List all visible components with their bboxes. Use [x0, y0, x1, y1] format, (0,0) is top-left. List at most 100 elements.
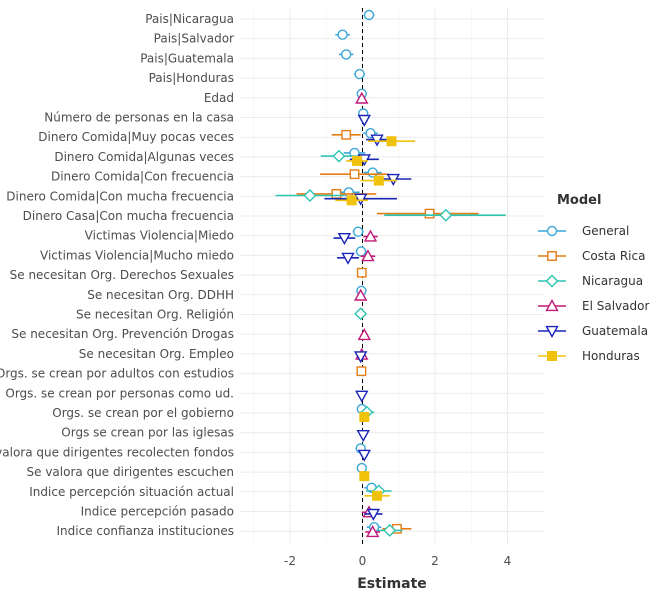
y-axis-label: Indice percepción pasado — [81, 505, 234, 519]
point-estimate — [349, 169, 360, 180]
point-estimate — [359, 471, 370, 482]
series-guatemala — [324, 114, 412, 521]
y-axis-label: Se necesitan Org. DDHH — [87, 288, 234, 302]
legend: Model General Costa Rica Nicaragua El Salva… — [538, 193, 649, 363]
point-estimate — [337, 232, 352, 246]
x-axis-tick-label: 0 — [359, 554, 367, 568]
y-axis-label: Se valora que dirigentes escuchen — [27, 465, 234, 479]
legend-item: Guatemala — [538, 324, 648, 338]
y-axis-labels: Pais|Nicaragua Pais|Salvador Pais|Guatemal… — [0, 12, 234, 538]
x-axis-title: Estimate — [357, 576, 427, 592]
point-estimate — [355, 246, 367, 257]
point-estimate — [361, 249, 375, 262]
legend-item: Costa Rica — [538, 249, 645, 263]
legend-key-symbol — [547, 251, 557, 261]
y-axis-label: Pais|Guatemala — [140, 51, 234, 65]
point-estimate — [366, 508, 381, 521]
point-estimate — [372, 490, 382, 501]
y-axis-label: Se necesitan Org. Derechos Sexuales — [10, 268, 234, 282]
y-axis-label: Victimas Violencia|Miedo — [85, 229, 234, 243]
y-axis-label: Se necesitan Org. Prevención Drogas — [11, 327, 234, 341]
y-axis-label: Indice percepción situación actual — [29, 485, 234, 499]
y-axis-label: Se necesitan Org. Religión — [76, 308, 234, 322]
legend-key-symbol — [546, 225, 558, 237]
point-estimate — [365, 525, 380, 538]
point-estimate — [346, 195, 357, 206]
legend-key-symbol — [545, 274, 559, 288]
y-axis-label: Se valora que dirigentes recolecten fond… — [0, 445, 234, 459]
y-axis-label: Pais|Nicaragua — [145, 12, 234, 26]
y-axis-label: Orgs. se crean por personas como ud. — [5, 386, 234, 400]
legend-item: El Salvador — [538, 299, 649, 313]
point-estimate — [341, 129, 352, 140]
legend-label: Honduras — [582, 349, 640, 363]
point-estimate — [386, 136, 397, 147]
legend-key-symbol — [547, 351, 557, 361]
point-estimate — [363, 229, 378, 242]
y-axis-label: Se necesitan Org. Empleo — [79, 347, 234, 361]
point-estimate — [353, 288, 368, 301]
y-axis-label: Indice confianza instituciones — [57, 524, 234, 538]
point-estimate — [424, 208, 435, 219]
point-estimate — [373, 175, 384, 186]
point-estimate — [355, 91, 369, 104]
point-estimate — [353, 351, 368, 364]
point-estimate — [383, 523, 397, 537]
y-axis-label: Victimas Violencia|Mucho miedo — [40, 248, 234, 262]
y-axis-label: Dinero Casa|Con mucha frecuencia — [23, 209, 234, 223]
y-axis-label: Orgs. se crean por adultos con estudios — [0, 367, 234, 381]
point-estimate — [363, 9, 375, 21]
point-estimate — [352, 155, 363, 166]
point-estimate — [439, 208, 453, 222]
point-estimate — [355, 390, 369, 403]
point-estimate — [337, 29, 348, 40]
y-axis-label: Número de personas en la casa — [44, 111, 234, 125]
y-axis-label: Dinero Comida|Algunas veces — [54, 150, 234, 164]
point-estimate — [354, 307, 368, 321]
point-estimate — [357, 449, 372, 462]
legend-label: General — [582, 224, 629, 238]
legend-key-symbol — [545, 299, 559, 312]
y-axis-label: Orgs. se crean por el gobierno — [52, 406, 234, 420]
series-honduras — [335, 136, 416, 501]
point-estimate — [356, 430, 370, 443]
legend-label: El Salvador — [582, 299, 649, 313]
x-axis-tick-label: 4 — [504, 554, 512, 568]
point-estimate — [352, 226, 364, 237]
legend-title: Model — [557, 193, 601, 208]
point-estimate — [357, 328, 372, 341]
legend-label: Guatemala — [582, 324, 648, 338]
point-estimate — [353, 193, 368, 206]
y-axis-label: Dinero Comida|Con mucha frecuencia — [6, 189, 234, 203]
y-axis-label: Pais|Salvador — [154, 32, 234, 46]
point-estimate — [341, 252, 355, 265]
y-axis-label: Pais|Honduras — [149, 71, 234, 85]
point-estimate — [340, 49, 352, 60]
point-estimate — [370, 134, 384, 147]
y-axis-label: Orgs se crean por las iglesas — [61, 426, 234, 440]
x-axis-ticks: -2 0 2 4 — [284, 554, 511, 568]
y-axis-label: Edad — [204, 91, 234, 105]
x-axis-tick-label: -2 — [284, 554, 296, 568]
y-axis-label: Dinero Comida|Con frecuencia — [51, 170, 234, 184]
series-general — [335, 9, 382, 533]
point-estimate — [303, 189, 317, 202]
x-axis-tick-label: 2 — [431, 554, 439, 568]
legend-key-symbol — [545, 325, 559, 338]
coefficient-marks — [275, 9, 506, 538]
grid-lines — [240, 8, 545, 545]
point-estimate — [357, 114, 372, 127]
legend-item: Honduras — [538, 349, 640, 363]
point-estimate — [386, 173, 401, 186]
point-estimate — [356, 267, 367, 278]
legend-item: Nicaragua — [538, 274, 643, 288]
legend-item: General — [538, 224, 629, 238]
y-axis-label: Dinero Comida|Muy pocas veces — [38, 130, 234, 144]
series-costa-rica — [296, 129, 479, 534]
legend-label: Nicaragua — [582, 274, 643, 288]
point-estimate — [332, 149, 346, 163]
legend-label: Costa Rica — [582, 249, 645, 263]
point-estimate — [331, 188, 342, 199]
point-estimate — [354, 68, 365, 80]
